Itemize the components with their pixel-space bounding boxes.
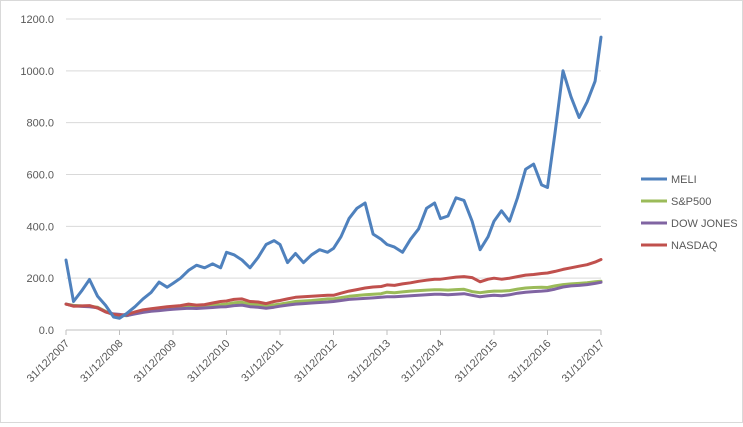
legend: MELI S&P500 DOW JONES NASDAQ <box>641 174 738 252</box>
legend-label-nasdaq: NASDAQ <box>671 240 718 252</box>
x-tick-label: 31/12/2017 <box>560 338 607 385</box>
series-line-dow-jones <box>64 280 603 317</box>
y-tick-label: 1200.0 <box>20 14 54 26</box>
x-tick-label: 31/12/2012 <box>292 338 339 385</box>
gridlines <box>66 18 601 279</box>
y-tick-label: 800.0 <box>26 118 54 130</box>
x-tick-labels: 31/12/2007 31/12/2008 31/12/2009 31/12/2010… <box>25 338 607 385</box>
x-tick-label: 31/12/2016 <box>506 338 553 385</box>
x-tick-label: 31/12/2015 <box>453 338 500 385</box>
x-tick-label: 31/12/2008 <box>78 338 125 385</box>
y-tick-label: 400.0 <box>26 221 54 233</box>
axes <box>65 329 602 335</box>
legend-label-meli: MELI <box>671 174 697 186</box>
series-line-meli <box>64 35 603 320</box>
series-line-nasdaq <box>64 258 603 317</box>
x-tick-label: 31/12/2014 <box>399 338 446 385</box>
legend-label-dow-jones: DOW JONES <box>671 218 738 230</box>
y-tick-label: 200.0 <box>26 273 54 285</box>
x-tick-label: 31/12/2007 <box>25 338 72 385</box>
x-tick-label: 31/12/2009 <box>132 338 179 385</box>
y-tick-label: 0.0 <box>39 325 54 337</box>
legend-label-s-p500: S&P500 <box>671 196 711 208</box>
x-tick-label: 31/12/2013 <box>346 338 393 385</box>
y-tick-label: 1000.0 <box>20 66 54 78</box>
series-lines <box>64 35 603 320</box>
x-tick-label: 31/12/2010 <box>185 338 232 385</box>
y-tick-labels: 0.0 200.0 400.0 600.0 800.0 1000.0 1200.0 <box>20 14 54 337</box>
x-tick-label: 31/12/2011 <box>239 338 286 385</box>
y-tick-label: 600.0 <box>26 170 54 182</box>
